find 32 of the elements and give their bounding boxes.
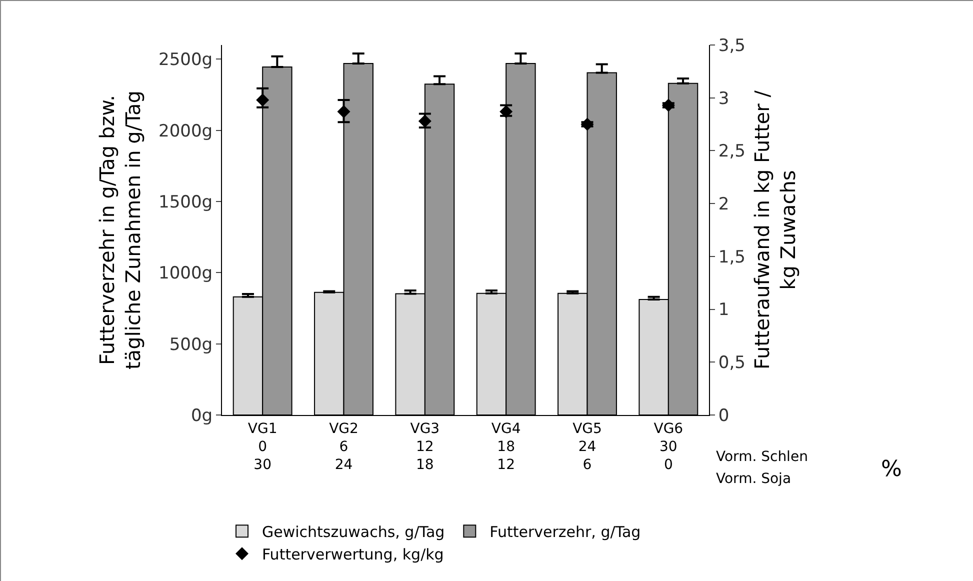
y2-axis-title: Futteraufwand in kg Futter / kg Zuwachs	[750, 90, 800, 370]
x-tick-label: VG2 6 24	[329, 420, 358, 474]
x-tick-label: VG5 24 6	[572, 420, 602, 474]
y2-tick-label: 0,5	[718, 353, 746, 374]
y2-tick-label: 1,5	[718, 247, 746, 268]
legend-label: Futterverwertung, kg/kg	[262, 546, 444, 564]
y-tick-label: 2000g	[158, 121, 213, 142]
x-tick-label: VG4 18 12	[491, 420, 521, 474]
text: %	[881, 457, 902, 482]
y-tick-label: 1000g	[158, 264, 213, 284]
text: Vorm. Schlen	[716, 449, 808, 465]
y-tick-label: 0g	[190, 406, 213, 426]
legend-label: Futterverzehr, g/Tag	[490, 523, 641, 541]
x-tick-label: VG6 30 0	[654, 420, 684, 474]
x-tick-label: VG3 12 18	[410, 420, 440, 474]
text: Vorm. Soja	[716, 471, 792, 487]
point	[337, 105, 350, 118]
y2-tick-label: 3	[718, 88, 730, 109]
y-tick-label: 1500g	[158, 192, 213, 212]
y2-tick-label: 1	[718, 300, 730, 320]
x-tick-label: VG1 0 30	[248, 420, 278, 474]
y2-tick-label: 2	[718, 194, 730, 215]
y2-tick-label: 3,5	[718, 36, 746, 56]
y-axis-title: Futterverzehr in g/Tag bzw. tägliche Zunahmen in g/Tag	[95, 90, 146, 370]
legend-label: Gewichtszuwachs, g/Tag	[262, 523, 445, 541]
y-tick-label: 2500g	[158, 50, 213, 70]
y2-tick-label: 2,5	[718, 142, 746, 162]
point	[580, 118, 594, 131]
point	[662, 98, 675, 112]
point	[256, 93, 270, 106]
y2-tick-label: 0	[718, 406, 730, 426]
y-tick-label: 500g	[169, 334, 213, 355]
